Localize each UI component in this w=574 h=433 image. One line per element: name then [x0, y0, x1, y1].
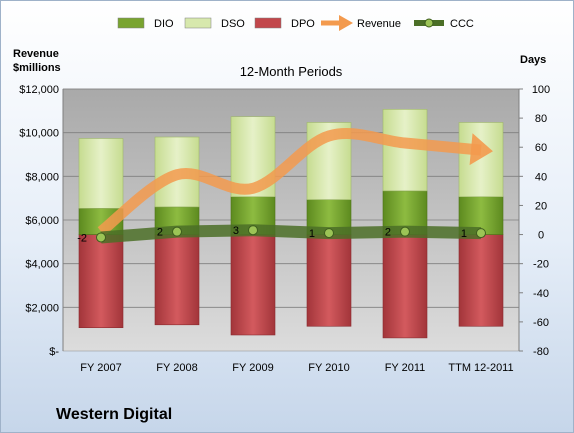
revenue-line: [97, 128, 482, 236]
right-tick-label: -40: [533, 288, 549, 300]
bar-dso: [382, 109, 428, 192]
ccc-data-label: 3: [233, 225, 239, 237]
right-tick-label: 60: [535, 142, 547, 154]
legend-swatch: [254, 17, 282, 29]
ccc-data-label: -2: [77, 232, 87, 244]
legend-label: DPO: [291, 18, 315, 30]
chart-title: 12-Month Periods: [240, 64, 343, 79]
ccc-point: [172, 226, 182, 237]
axes: $- $2,000 $4,000 $6,000 $8,000 $10,000 $12,000…: [19, 84, 550, 374]
ccc-point: [476, 228, 486, 239]
category-label: FY 2011: [385, 362, 426, 374]
legend-label: DSO: [221, 18, 245, 30]
ccc-point: [324, 228, 334, 239]
legend-item-dpo: DPO: [254, 17, 315, 30]
category-label: FY 2007: [80, 362, 121, 374]
right-axis-title: Days: [520, 54, 546, 66]
right-tick-label: 100: [532, 84, 550, 96]
legend: DIO DSO DPO Revenue CCC: [117, 15, 474, 31]
legend-item-ccc: CCC: [414, 18, 474, 30]
legend-swatch: [184, 17, 212, 29]
left-tick-label: $4,000: [25, 259, 59, 271]
category-label: TTM 12-2011: [448, 362, 513, 374]
category-label: FY 2009: [232, 362, 273, 374]
revenue-arrowhead: [469, 133, 493, 166]
ccc-point: [96, 232, 106, 243]
ccc-point: [400, 226, 410, 237]
right-tick-label: -20: [533, 259, 549, 271]
legend-label: DIO: [154, 18, 174, 30]
right-tick-label: 40: [535, 171, 547, 183]
left-tick-label: $-: [49, 346, 59, 358]
right-tick-label: -80: [533, 346, 549, 358]
category-label: FY 2008: [156, 362, 197, 374]
ccc-data-label: 1: [461, 228, 467, 240]
legend-swatch-arrowhead: [339, 15, 353, 31]
ccc-line: [100, 224, 482, 244]
bar-dpo: [458, 234, 504, 327]
company-name: Western Digital: [56, 406, 173, 423]
bar-dso: [78, 138, 124, 209]
right-tick-label: -60: [533, 317, 549, 329]
data-labels: -2 2 3 1 2 1: [77, 225, 467, 244]
ccc-data-label: 2: [157, 227, 163, 239]
legend-item-dio: DIO: [117, 17, 174, 30]
right-tick-label: 80: [535, 113, 547, 125]
ccc-point: [248, 225, 258, 236]
bar-dpo: [306, 234, 352, 327]
legend-label: CCC: [450, 18, 474, 30]
ccc-data-label: 1: [309, 228, 315, 240]
category-label: FY 2010: [308, 362, 349, 374]
left-tick-label: $10,000: [19, 128, 59, 140]
gridlines: [63, 88, 519, 308]
legend-swatch: [117, 17, 145, 29]
left-axis-title: Revenue $millions: [13, 48, 61, 74]
legend-label: Revenue: [357, 18, 401, 30]
bar-dpo: [230, 234, 276, 336]
legend-swatch-marker: [424, 18, 434, 28]
bar-dpo: [154, 234, 200, 326]
left-tick-label: $12,000: [19, 84, 59, 96]
legend-item-revenue: Revenue: [321, 15, 401, 31]
legend-item-dso: DSO: [184, 17, 245, 30]
bar-dso: [458, 122, 504, 198]
bar-dpo: [78, 234, 124, 329]
ccc-data-label: 2: [385, 227, 391, 239]
left-tick-label: $8,000: [25, 171, 59, 183]
bar-dpo: [382, 234, 428, 339]
lines: [96, 128, 493, 244]
left-tick-label: $2,000: [25, 302, 59, 314]
right-tick-label: 0: [538, 230, 544, 242]
left-tick-label: $6,000: [25, 215, 59, 227]
right-tick-label: 20: [535, 200, 547, 212]
